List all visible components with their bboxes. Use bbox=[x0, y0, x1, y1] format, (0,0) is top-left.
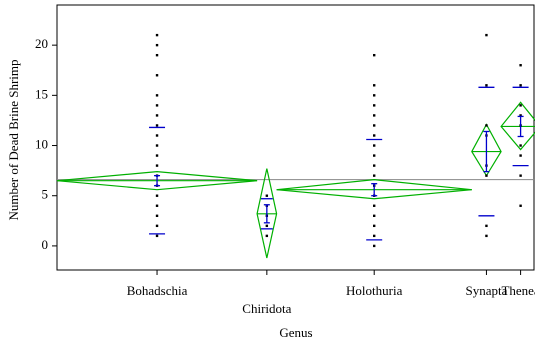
point bbox=[155, 204, 159, 207]
point bbox=[373, 94, 376, 97]
point bbox=[373, 154, 376, 157]
point bbox=[373, 114, 376, 117]
y-tick-label: 20 bbox=[35, 36, 48, 51]
point bbox=[155, 164, 159, 167]
point bbox=[519, 144, 522, 147]
point bbox=[519, 84, 522, 87]
x-axis-title: Genus bbox=[279, 325, 312, 340]
point bbox=[265, 194, 269, 197]
point bbox=[155, 214, 159, 217]
point bbox=[155, 74, 159, 77]
point bbox=[373, 144, 376, 147]
point bbox=[265, 224, 269, 228]
plot-frame bbox=[56, 4, 535, 271]
point bbox=[373, 84, 376, 87]
point bbox=[373, 234, 376, 238]
point bbox=[155, 53, 159, 57]
point bbox=[373, 204, 376, 207]
point bbox=[155, 144, 159, 147]
x-tick-label: Synapta bbox=[465, 283, 507, 298]
point bbox=[373, 224, 376, 228]
point bbox=[155, 224, 159, 228]
point bbox=[485, 84, 488, 87]
point bbox=[155, 94, 159, 97]
point bbox=[155, 154, 159, 157]
y-axis-title: Number of Dead Brine Shrimp bbox=[6, 59, 21, 220]
point bbox=[155, 43, 159, 47]
point bbox=[519, 64, 522, 67]
point bbox=[373, 174, 376, 177]
point bbox=[485, 33, 488, 37]
point bbox=[155, 114, 159, 117]
point bbox=[373, 134, 376, 137]
point bbox=[485, 174, 488, 177]
point bbox=[485, 124, 488, 127]
point bbox=[373, 124, 376, 127]
point bbox=[155, 134, 159, 137]
point bbox=[519, 104, 522, 107]
point bbox=[373, 104, 376, 107]
point bbox=[155, 33, 159, 37]
point bbox=[519, 154, 522, 157]
y-tick-label: 0 bbox=[42, 237, 49, 252]
point bbox=[485, 234, 488, 238]
point bbox=[373, 244, 376, 248]
y-tick-label: 10 bbox=[35, 137, 48, 152]
point bbox=[155, 104, 159, 107]
y-tick-label: 15 bbox=[35, 86, 48, 101]
point bbox=[519, 204, 522, 207]
point bbox=[155, 194, 159, 197]
x-tick-label: Bohadschia bbox=[127, 283, 188, 298]
point bbox=[155, 124, 159, 127]
point bbox=[519, 174, 522, 177]
point bbox=[485, 224, 488, 228]
point bbox=[373, 53, 376, 57]
point bbox=[265, 234, 269, 238]
point bbox=[373, 214, 376, 217]
x-tick-label: Holothuria bbox=[346, 283, 403, 298]
point bbox=[155, 234, 159, 238]
point bbox=[373, 164, 376, 167]
x-tick-label: Chiridota bbox=[242, 301, 291, 316]
means-diamond bbox=[500, 101, 535, 151]
x-tick-label: Thenea bbox=[501, 283, 535, 298]
point bbox=[519, 114, 522, 117]
y-tick-label: 5 bbox=[42, 187, 49, 202]
